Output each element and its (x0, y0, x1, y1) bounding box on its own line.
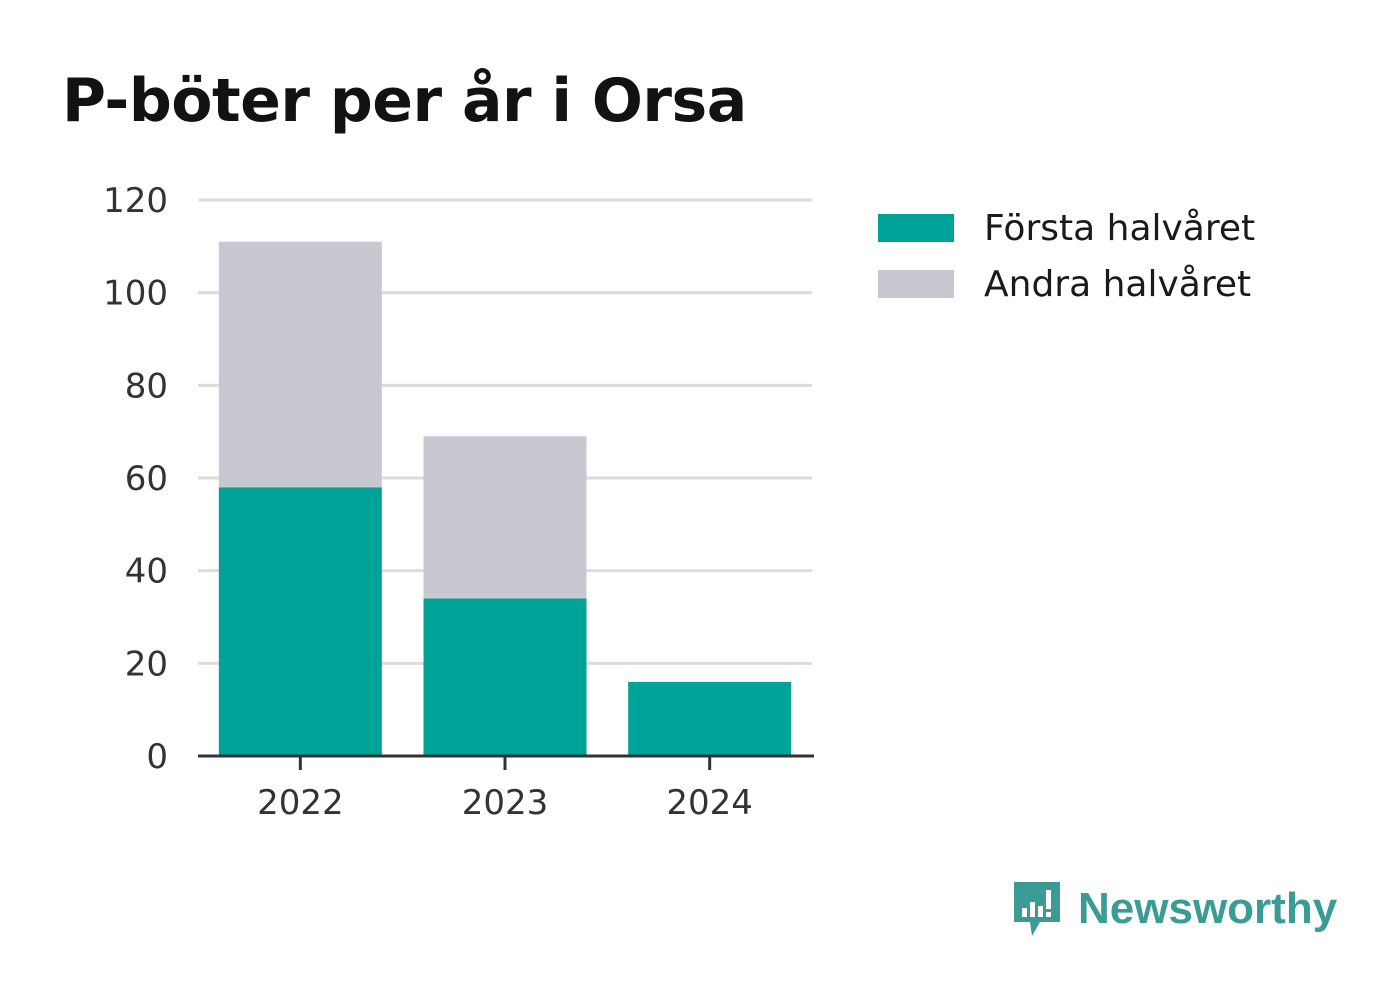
x-tick-label: 2024 (666, 783, 753, 823)
legend: Första halvåret Andra halvåret (878, 200, 1255, 312)
y-tick-label: 0 (146, 737, 168, 777)
bar-2023-series-1 (423, 436, 587, 599)
y-tick-label: 40 (125, 552, 168, 592)
bar-2022-series-0 (218, 487, 382, 756)
y-tick-label: 100 (103, 274, 168, 314)
y-tick-label: 120 (103, 181, 168, 221)
legend-item-second-half: Andra halvåret (878, 256, 1255, 312)
brand-logo: Newsworthy (1010, 878, 1337, 940)
y-tick-label: 60 (125, 459, 168, 499)
legend-swatch-first-half (878, 214, 954, 242)
x-tick-label: 2023 (462, 783, 549, 823)
brand-name: Newsworthy (1078, 884, 1338, 933)
legend-label-first-half: Första halvåret (984, 207, 1256, 249)
bar-2023-series-0 (423, 598, 587, 756)
bar-2024-series-0 (628, 681, 792, 756)
legend-label-second-half: Andra halvåret (984, 263, 1252, 305)
y-tick-label: 80 (125, 366, 168, 406)
chart-title: P-böter per år i Orsa (62, 66, 747, 136)
newsworthy-logo-icon (1014, 882, 1060, 936)
bar-2022-series-1 (218, 241, 382, 488)
y-tick-label: 20 (125, 644, 168, 684)
legend-item-first-half: Första halvåret (878, 200, 1255, 256)
legend-swatch-second-half (878, 270, 954, 298)
x-tick-label: 2022 (257, 783, 344, 823)
